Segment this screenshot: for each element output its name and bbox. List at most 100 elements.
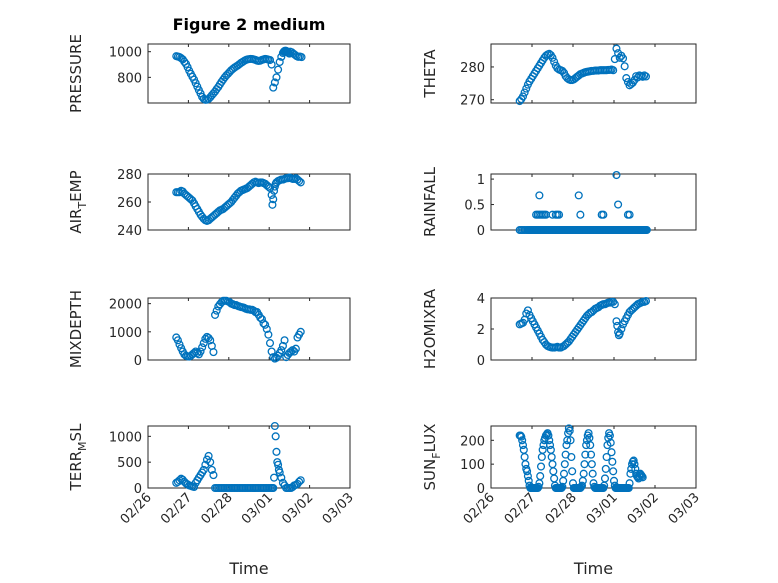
- terr-msl-x-tick-label: 03/01: [239, 490, 276, 527]
- pressure-point: [269, 83, 278, 92]
- theta-y-tick-label: 280: [460, 61, 485, 76]
- mixdepth-point: [198, 343, 207, 352]
- sun-flux-point: [518, 436, 527, 445]
- sun-flux-point: [516, 431, 525, 440]
- rainfall-point: [535, 191, 544, 200]
- sun-flux-point: [602, 452, 611, 462]
- sun-flux-point: [559, 469, 569, 478]
- sun-flux-point: [557, 483, 566, 493]
- mixdepth-point: [173, 336, 182, 345]
- theta-point: [638, 72, 647, 81]
- mixdepth-point: [206, 336, 215, 345]
- air-temp-y-tick-label: 280: [117, 168, 142, 183]
- sun-flux-point: [588, 469, 597, 478]
- mixdepth-point: [265, 339, 275, 348]
- sun-flux-point: [524, 476, 533, 485]
- sun-flux-x-tick-label: 02/28: [543, 490, 580, 527]
- terr-msl-x-label: Time: [228, 559, 268, 578]
- rainfall-axes-box: [490, 173, 697, 231]
- terr-msl-point: [296, 476, 305, 485]
- mixdepth-y-tick-label: 0: [134, 354, 142, 369]
- sun-flux-point: [523, 467, 532, 476]
- sun-flux-point: [579, 469, 588, 478]
- sun-flux-point: [577, 481, 587, 490]
- sun-flux-point: [545, 436, 554, 445]
- terr-msl-point: [209, 471, 218, 480]
- terr-msl-y-tick-label: 1000: [109, 430, 142, 445]
- sun-flux-point: [536, 462, 546, 471]
- theta-point: [620, 62, 629, 71]
- sun-flux-point: [521, 460, 530, 469]
- sun-flux-y-tick-label: 200: [460, 434, 485, 449]
- sun-flux-point: [533, 483, 542, 493]
- sun-flux-point: [600, 474, 610, 483]
- sun-flux-x-tick-label: 02/27: [502, 490, 539, 527]
- theta-point: [522, 84, 531, 93]
- terr-msl-x-tick-label: 03/03: [320, 490, 357, 527]
- sun-flux-point: [582, 441, 591, 450]
- sun-flux-point: [625, 479, 634, 488]
- mixdepth-point: [261, 320, 270, 329]
- terr-msl-point: [295, 477, 304, 486]
- terr-msl-point: [206, 458, 215, 467]
- theta-y-tick-label: 270: [460, 94, 485, 109]
- h2omixra-point: [615, 329, 624, 338]
- sun-flux-point: [586, 450, 596, 459]
- terr-msl-point: [275, 468, 284, 477]
- mixdepth-point: [209, 348, 218, 357]
- theta-point: [548, 53, 557, 62]
- sun-flux-point: [606, 438, 615, 447]
- sun-flux-point: [558, 482, 567, 491]
- terr-msl-x-tick-label: 02/27: [158, 490, 195, 527]
- sun-flux-point: [562, 441, 571, 450]
- sun-flux-point: [608, 457, 617, 466]
- theta-y-label: THETA: [421, 49, 439, 99]
- sun-flux-point: [624, 483, 633, 493]
- sun-flux-x-tick-label: 03/03: [666, 490, 703, 527]
- air-temp-point: [269, 195, 278, 204]
- terr-msl-y-label: TERRMSL: [67, 423, 89, 492]
- mixdepth-point: [211, 310, 220, 319]
- terr-msl-point: [207, 465, 216, 474]
- rainfall-y-tick-label: 1: [477, 173, 485, 188]
- theta-point: [612, 44, 621, 53]
- h2omixra-point: [523, 306, 532, 315]
- terr-msl-point: [199, 465, 208, 474]
- rainfall-series: [515, 170, 651, 235]
- sun-flux-point: [587, 460, 596, 469]
- pressure-axes: 800 1000 PRESSURE Figure 2 medium: [67, 15, 351, 113]
- sun-flux-point: [568, 467, 577, 476]
- pressure-series: [172, 46, 306, 104]
- sun-flux-y-tick-label: 0: [477, 482, 485, 497]
- sun-flux-point: [584, 429, 593, 438]
- air-temp-point: [175, 188, 184, 197]
- theta-axes: 270 280 THETA: [421, 43, 697, 109]
- rainfall-point: [540, 225, 549, 235]
- sun-flux-series: [515, 424, 647, 493]
- air-temp-point: [295, 176, 304, 186]
- air-temp-axes: 240 260 280 AIRTEMP: [67, 168, 351, 239]
- theta-point: [609, 66, 618, 75]
- theta-point: [641, 72, 651, 81]
- mixdepth-y-tick-label: 1000: [109, 326, 142, 341]
- sun-flux-point: [638, 473, 647, 482]
- rainfall-point: [555, 210, 564, 219]
- mixdepth-point: [269, 353, 278, 362]
- sun-flux-point: [631, 464, 640, 473]
- mixdepth-y-tick-label: 2000: [109, 298, 142, 313]
- mixdepth-point: [175, 340, 184, 349]
- rainfall-y-label: RAINFALL: [421, 166, 439, 237]
- sun-flux-point: [609, 467, 618, 476]
- h2omixra-point: [612, 317, 621, 326]
- mixdepth-point: [264, 330, 273, 339]
- mixdepth-y-label: MIXDEPTH: [67, 290, 85, 368]
- terr-msl-point: [271, 432, 280, 441]
- sun-flux-point: [523, 472, 532, 481]
- sun-flux-point: [517, 432, 526, 441]
- rainfall-axes: 0 0.5 1 RAINFALL: [421, 166, 697, 239]
- sun-flux-point: [545, 441, 555, 450]
- pressure-point: [270, 78, 279, 87]
- rainfall-point: [599, 210, 608, 219]
